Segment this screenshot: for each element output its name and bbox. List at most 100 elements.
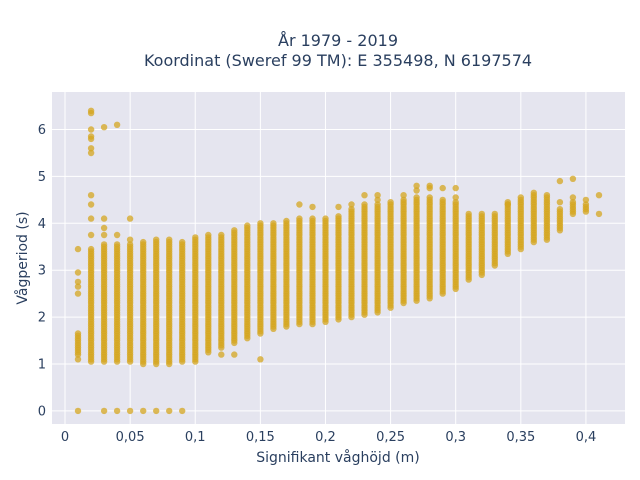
y-tick-label: 3 — [38, 264, 46, 279]
data-point — [426, 184, 433, 192]
data-point — [113, 241, 121, 248]
data-point — [74, 283, 82, 290]
data-point — [126, 241, 134, 248]
x-axis-title: Signifikant våghöjd (m) — [256, 449, 419, 466]
data-point — [113, 231, 121, 239]
data-point — [348, 206, 355, 213]
data-point — [257, 220, 264, 227]
data-point — [517, 194, 524, 201]
data-point — [218, 351, 225, 358]
data-point — [413, 194, 420, 201]
x-tick-label: 0,15 — [246, 430, 275, 445]
data-point — [491, 210, 498, 218]
chart-title-line2: Koordinat (Sweref 99 TM): E 355498, N 61… — [144, 51, 532, 70]
data-point — [400, 196, 407, 204]
data-point — [74, 330, 82, 337]
data-point — [530, 189, 537, 196]
data-point — [387, 199, 394, 206]
data-point — [309, 215, 316, 222]
data-point — [569, 175, 577, 182]
data-point — [87, 201, 95, 208]
data-point — [140, 407, 147, 415]
data-point — [374, 192, 381, 199]
x-tick-label: 0 — [61, 430, 69, 445]
data-point — [100, 241, 108, 248]
data-point — [87, 145, 95, 152]
data-point — [569, 199, 577, 206]
data-point — [452, 199, 459, 206]
data-point — [556, 199, 564, 206]
y-tick-label: 1 — [38, 357, 46, 372]
data-point — [74, 290, 82, 297]
y-tick-label: 6 — [38, 123, 46, 138]
data-point — [309, 203, 316, 211]
data-point — [87, 107, 95, 115]
data-point — [478, 210, 485, 218]
x-tick-label: 0,3 — [445, 430, 466, 445]
data-point — [296, 201, 303, 208]
data-point — [87, 231, 95, 239]
x-tick-label: 0,4 — [576, 430, 597, 445]
data-point — [569, 194, 577, 201]
data-point — [452, 194, 459, 201]
x-tick-label: 0,2 — [315, 430, 336, 445]
data-point — [179, 407, 186, 415]
y-tick-label: 5 — [38, 170, 46, 185]
data-point — [74, 245, 82, 253]
data-point — [87, 215, 95, 222]
data-point — [361, 192, 368, 199]
data-point — [74, 278, 82, 286]
data-point — [205, 231, 212, 239]
data-point — [126, 407, 134, 415]
data-point — [595, 192, 603, 199]
data-point — [87, 126, 95, 133]
data-point — [439, 184, 446, 192]
data-point — [87, 135, 95, 143]
data-point — [335, 203, 342, 211]
data-point — [126, 236, 134, 243]
chart-title-line1: År 1979 - 2019 — [278, 31, 398, 50]
data-point — [465, 210, 472, 218]
data-point — [374, 201, 381, 208]
x-tick-label: 0,25 — [376, 430, 405, 445]
data-point — [166, 407, 173, 415]
data-point — [218, 231, 225, 239]
data-point — [153, 407, 160, 415]
data-point — [100, 124, 108, 131]
data-point — [74, 407, 82, 415]
data-point — [100, 407, 108, 415]
y-axis-ticks: 0 1 2 3 4 5 6 — [38, 123, 46, 419]
data-point — [113, 121, 121, 128]
data-point — [400, 192, 407, 199]
data-point — [283, 217, 290, 225]
data-point — [257, 356, 264, 363]
y-tick-label: 0 — [38, 404, 46, 419]
data-point — [543, 192, 551, 199]
data-point — [244, 222, 251, 229]
data-point — [595, 210, 603, 218]
data-point — [322, 215, 329, 222]
x-tick-label: 0,35 — [506, 430, 535, 445]
y-tick-label: 4 — [38, 217, 46, 232]
data-point — [582, 196, 590, 204]
data-point — [166, 236, 173, 243]
data-point — [192, 234, 199, 241]
data-point — [100, 224, 108, 232]
data-point — [231, 227, 238, 234]
data-point — [179, 238, 186, 246]
data-point — [87, 149, 95, 157]
data-point — [504, 201, 511, 208]
data-point — [74, 356, 82, 363]
data-point — [205, 349, 212, 356]
data-point — [270, 220, 277, 227]
data-point — [100, 215, 108, 222]
data-point — [413, 187, 420, 194]
data-point — [140, 238, 147, 246]
data-point — [126, 215, 134, 222]
x-tick-label: 0,1 — [185, 430, 206, 445]
data-point — [439, 196, 446, 204]
data-point — [374, 196, 381, 204]
data-point — [426, 194, 433, 201]
